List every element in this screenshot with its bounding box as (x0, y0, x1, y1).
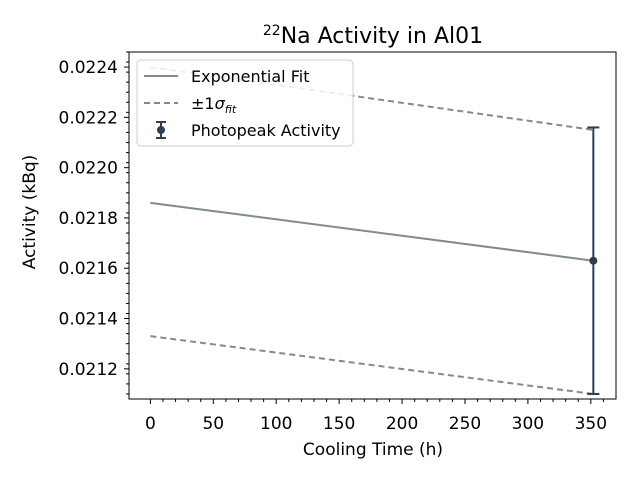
plot-frame (128, 51, 617, 400)
legend-points-marker (157, 126, 165, 134)
title-main: Na Activity in Al01 (281, 24, 483, 49)
x-tick-label: 300 (512, 414, 544, 434)
exponential-fit-line (150, 201, 594, 262)
legend-sigma-sub: fit (225, 103, 237, 116)
x-axis-label: Cooling Time (h) (303, 440, 443, 460)
y-tick-label: 0.0216 (59, 259, 118, 279)
chart-title: 22Na Activity in Al01 (263, 23, 483, 49)
x-tick-label: 50 (202, 414, 224, 434)
legend-sigma-symbol: σ (215, 94, 226, 113)
title-superscript: 22 (263, 23, 281, 39)
legend-sigma-label: ±1σfit (191, 94, 237, 116)
x-tick-label: 350 (575, 414, 607, 434)
y-tick-label: 0.0218 (59, 209, 118, 229)
legend: Exponential Fit ±1σfit Photopeak Activit… (136, 59, 354, 147)
x-tick-label: 250 (449, 414, 481, 434)
legend-points-label: Photopeak Activity (191, 121, 341, 140)
y-tick-label: 0.0224 (59, 58, 118, 78)
x-tick-label: 100 (260, 414, 292, 434)
y-tick-label: 0.0214 (59, 310, 118, 330)
photopeak-activity-point (589, 256, 598, 265)
x-tick-label: 150 (323, 414, 355, 434)
legend-box (136, 59, 354, 147)
y-tick-label: 0.0222 (59, 108, 118, 128)
y-tick-label: 0.0220 (59, 159, 118, 179)
y-tick-label: 0.0212 (59, 360, 118, 380)
x-tick-label: 0 (145, 414, 156, 434)
y-axis-label: Activity (kBq) (20, 155, 40, 270)
legend-sigma-prefix: ±1 (191, 94, 215, 113)
legend-fit-label: Exponential Fit (191, 67, 309, 86)
x-tick-label: 200 (386, 414, 418, 434)
sigma-band-line-2 (150, 335, 594, 395)
